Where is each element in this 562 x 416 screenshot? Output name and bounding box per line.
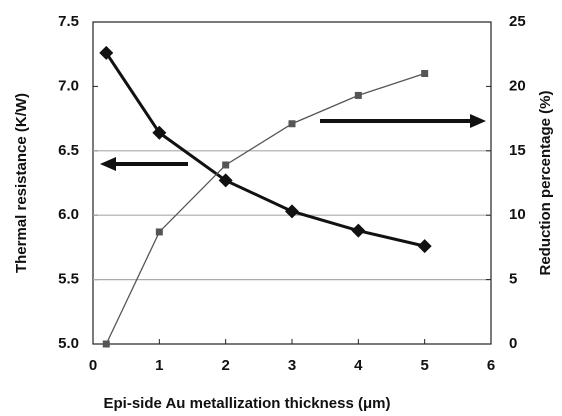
plot-frame (92, 21, 492, 345)
y2-axis-label: Reduction percentage (%) (537, 90, 554, 275)
x-tick-label: 5 (420, 357, 428, 374)
y2-tick-label: 20 (509, 77, 526, 94)
x-tick-label: 3 (288, 357, 296, 374)
x-tick-label: 2 (221, 357, 229, 374)
y2-tick-label: 25 (509, 13, 526, 30)
y-tick-label: 7.5 (58, 13, 79, 30)
y2-tick-label: 15 (509, 142, 526, 159)
y2-tick-label: 5 (509, 271, 517, 288)
marker (351, 223, 366, 238)
marker (152, 125, 167, 140)
y2-tick-label: 10 (509, 206, 526, 223)
marker (417, 239, 432, 254)
x-tick-label: 4 (354, 357, 363, 374)
x-tick-label: 0 (89, 357, 97, 374)
marker (99, 45, 114, 60)
y-axis-label: Thermal resistance (K/W) (13, 93, 30, 273)
x-tick-label: 6 (487, 357, 495, 374)
right-arrow (320, 114, 486, 128)
x-axis-label: Epi-side Au metallization thickness (μm) (103, 395, 390, 412)
y-tick-label: 6.0 (58, 206, 79, 223)
marker (218, 173, 233, 188)
y-tick-label: 5.0 (58, 335, 79, 352)
left-arrow (100, 157, 188, 171)
marker (155, 228, 163, 236)
series-line (105, 52, 426, 248)
marker (354, 91, 362, 99)
marker (421, 70, 429, 78)
y-tick-label: 5.5 (58, 271, 79, 288)
marker (102, 340, 110, 348)
marker (285, 204, 299, 219)
series-line (105, 72, 425, 345)
y-tick-label: 6.5 (58, 142, 79, 159)
marker (222, 161, 230, 169)
marker (288, 120, 296, 128)
y-tick-label: 7.0 (58, 77, 79, 94)
y2-tick-label: 0 (509, 335, 517, 352)
x-tick-label: 1 (155, 357, 163, 374)
